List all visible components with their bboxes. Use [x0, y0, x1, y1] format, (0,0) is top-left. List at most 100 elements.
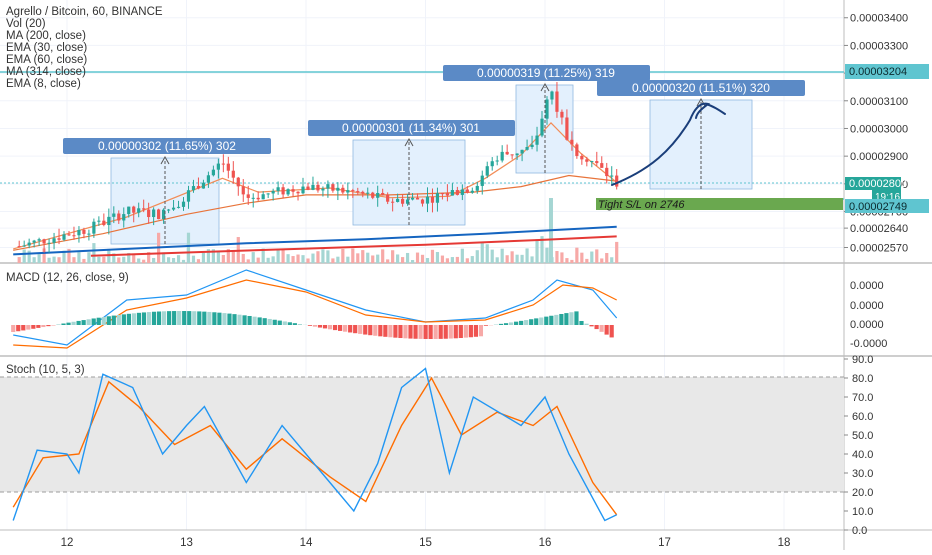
volume-bar-47	[252, 252, 255, 263]
macd-hist-bar-3	[26, 325, 30, 330]
time-tick-label-14: 14	[300, 537, 313, 549]
indicator-ema8[interactable]: EMA (8, close)	[6, 78, 81, 90]
candle-body-94	[486, 166, 489, 175]
price-axis[interactable]: 0.000034000.000033000.000032000.00003100…	[844, 13, 908, 255]
indicator-ema30[interactable]: EMA (30, close)	[6, 42, 87, 54]
macd-hist-bar-102	[524, 320, 528, 325]
macd-hist-bar-23	[127, 314, 131, 325]
volume-bar-103	[530, 256, 533, 263]
macd-hist-bar-116	[594, 325, 598, 329]
volume-bar-32	[177, 255, 180, 263]
volume-bar-106	[545, 248, 548, 263]
volume-bar-120	[615, 242, 618, 263]
volume-bar-109	[560, 252, 563, 263]
volume-bar-4	[38, 254, 41, 263]
candle-body-42	[227, 164, 230, 171]
measure-label-2-text: 0.00000301 (11.34%) 301	[342, 121, 480, 135]
measure-label-4[interactable]: 0.00000320 (11.51%) 320	[597, 80, 805, 96]
candle-body-63	[331, 184, 334, 191]
candle-body-15	[92, 222, 95, 234]
volume-bar-55	[291, 256, 294, 263]
volume-bar-78	[406, 253, 409, 263]
candle-body-3	[33, 241, 36, 243]
volume-bar-118	[605, 253, 608, 263]
macd-hist-bar-109	[559, 314, 563, 325]
macd-tick-label-1: 0.0000	[850, 300, 884, 312]
volume-bar-8	[57, 257, 60, 263]
volume-bar-21	[122, 257, 125, 263]
macd-hist-bar-70	[363, 325, 367, 335]
candle-body-51	[272, 191, 275, 194]
macd-hist-bar-115	[589, 325, 593, 326]
macd-hist-bar-92	[474, 325, 478, 337]
candle-body-104	[535, 136, 538, 145]
candle-body-70	[366, 193, 369, 194]
macd-hist-bar-112	[574, 311, 578, 325]
stop-loss-label[interactable]: Tight S/L on 2746	[596, 198, 843, 211]
macd-hist-bar-14	[82, 320, 86, 325]
volume-bar-50	[267, 258, 270, 263]
measure-label-3[interactable]: 0.00000319 (11.25%) 319	[443, 65, 650, 81]
macd-hist-bar-68	[353, 325, 357, 333]
volume-bar-74	[386, 259, 389, 263]
macd-hist-bar-35	[187, 311, 191, 325]
candle-body-71	[371, 193, 374, 198]
volume-bar-89	[461, 249, 464, 263]
macd-hist-bar-78	[403, 325, 407, 338]
volume-bar-58	[306, 258, 309, 263]
candle-body-102	[525, 147, 528, 150]
candle-body-36	[197, 186, 200, 188]
indicator-ma314[interactable]: MA (314, close)	[6, 66, 86, 78]
macd-hist-bar-33	[177, 311, 181, 325]
volume-bar-112	[575, 248, 578, 263]
price-tick-label-4: 0.00003000	[850, 123, 908, 135]
volume-bar-6	[47, 258, 50, 263]
candle-body-96	[496, 160, 499, 161]
candle-body-7	[52, 238, 55, 243]
macd-hist-bar-45	[237, 315, 241, 325]
macd-hist-bar-87	[449, 325, 453, 339]
macd-hist-bar-47	[247, 316, 251, 325]
symbol-title: Agrello / Bitcoin, 60, BINANCE	[6, 6, 163, 18]
macd-hist-bar-89	[459, 325, 463, 338]
volume-bar-2	[28, 251, 31, 263]
macd-hist-bar-86	[444, 325, 448, 339]
measure-label-2[interactable]: 0.00000301 (11.34%) 301	[308, 120, 515, 136]
macd-hist-bar-50	[263, 318, 267, 325]
macd-hist-bar-72	[373, 325, 377, 336]
price-tick-label-1: 0.00003300	[850, 40, 908, 52]
macd-hist-bar-94	[484, 325, 488, 326]
indicator-ma200[interactable]: MA (200, close)	[6, 30, 86, 42]
volume-bar-94	[486, 244, 489, 263]
candle-body-101	[520, 150, 523, 154]
macd-hist-bar-79	[408, 325, 412, 339]
macd-hist-bar-7	[46, 325, 50, 326]
candle-body-10	[67, 234, 70, 235]
stoch-title[interactable]: Stoch (10, 5, 3)	[6, 364, 85, 376]
candle-body-86	[446, 193, 449, 195]
candle-body-72	[376, 193, 379, 198]
indicator-ema60[interactable]: EMA (60, close)	[6, 54, 87, 66]
volume-bar-23	[132, 255, 135, 263]
candle-body-4	[38, 239, 41, 240]
volume-bar-101	[520, 255, 523, 263]
volume-bar-20	[117, 257, 120, 263]
macd-hist-bar-64	[333, 325, 337, 330]
candle-body-65	[341, 188, 344, 193]
measure-label-1[interactable]: 0.00000302 (11.65%) 302	[63, 138, 271, 154]
volume-bar-3	[33, 257, 36, 263]
candle-body-25	[142, 208, 145, 209]
volume-bar-65	[341, 249, 344, 263]
macd-hist-bar-88	[454, 325, 458, 338]
macd-title[interactable]: MACD (12, 26, close, 9)	[6, 272, 129, 284]
indicator-vol[interactable]: Vol (20)	[6, 18, 46, 30]
candle-body-18	[107, 217, 110, 225]
volume-bar-52	[277, 250, 280, 263]
volume-bar-51	[272, 256, 275, 263]
volume-bar-100	[516, 255, 519, 263]
candle-body-75	[391, 202, 394, 203]
macd-hist-bar-80	[413, 325, 417, 339]
macd-hist-bar-43	[227, 314, 231, 325]
candle-body-60	[316, 185, 319, 191]
